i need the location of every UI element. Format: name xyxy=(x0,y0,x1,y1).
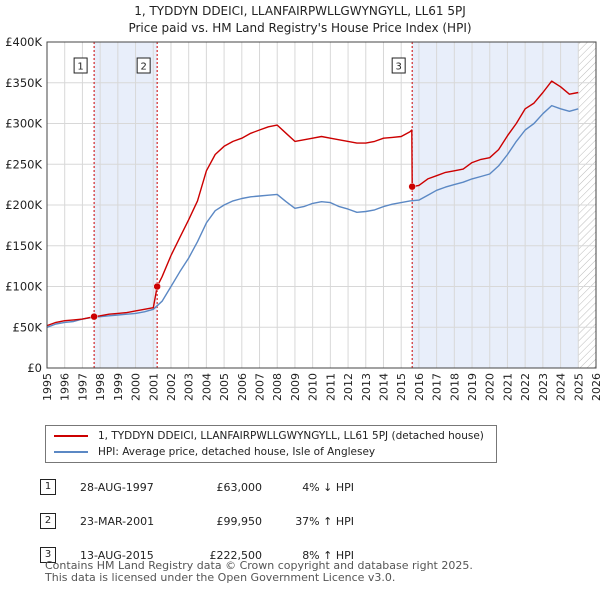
x-tick-label: 2019 xyxy=(466,373,479,401)
x-tick-label: 2009 xyxy=(289,373,302,401)
footer-copyright: Contains HM Land Registry data © Crown c… xyxy=(45,559,473,572)
x-tick-label: 2016 xyxy=(413,373,426,401)
x-tick-label: 2005 xyxy=(218,373,231,401)
legend-item-hpi: HPI: Average price, detached house, Isle… xyxy=(54,444,375,460)
x-tick-label: 2021 xyxy=(501,373,514,401)
plot-frame xyxy=(46,41,597,369)
x-tick-label: 1998 xyxy=(94,373,107,401)
y-tick-label: £100K xyxy=(5,280,42,294)
table-row: 3 13-AUG-2015 £222,500 8% ↑ HPI xyxy=(40,538,354,572)
sale-date: 13-AUG-2015 xyxy=(80,548,154,562)
sale-point xyxy=(90,312,98,321)
x-tick-label: 2015 xyxy=(395,373,408,401)
sale-price: £222,500 xyxy=(209,548,263,562)
sale-marker-box xyxy=(73,57,88,74)
y-tick-label: £150K xyxy=(5,239,42,253)
x-tick-label: 2004 xyxy=(200,373,213,401)
x-tick-label: 2024 xyxy=(555,373,568,401)
x-tick-label: 2011 xyxy=(324,373,337,401)
sale-date: 23-MAR-2001 xyxy=(80,514,155,528)
x-tick-label: 1996 xyxy=(59,373,72,401)
y-tick-label: £250K xyxy=(5,157,42,171)
x-tick-label: 2002 xyxy=(165,373,178,401)
legend-swatch-hpi xyxy=(54,451,88,453)
sale-marker-label: 2 xyxy=(140,62,146,73)
table-row: 1 28-AUG-1997 £63,000 4% ↓ HPI xyxy=(40,470,354,504)
y-tick-label: £400K xyxy=(5,35,42,49)
x-tick-label: 2014 xyxy=(377,373,390,401)
legend-swatch-property xyxy=(54,435,88,437)
x-tick-label: 2013 xyxy=(360,373,373,401)
x-tick-label: 2025 xyxy=(572,373,585,401)
price-chart: 1 2 3 £0 £50K £100K £150K £200K £250K £300K £350K… xyxy=(5,35,600,401)
y-tick-label: £300K xyxy=(5,117,42,131)
x-tick-label: 1999 xyxy=(112,373,125,401)
sale-marker-label: 3 xyxy=(395,62,401,73)
x-tick-label: 2017 xyxy=(431,373,444,401)
x-tick-label: 2023 xyxy=(537,373,550,401)
legend-label-property: 1, TYDDYN DDEICI, LLANFAIRPWLLGWYNGYLL, … xyxy=(98,430,484,442)
x-tick-label: 2007 xyxy=(254,373,267,401)
x-tick-label: 2001 xyxy=(147,373,160,401)
footer-credits: Contains HM Land Registry data © Crown c… xyxy=(45,560,473,584)
x-tick-label: 2010 xyxy=(307,373,320,401)
chart-legend: 1, TYDDYN DDEICI, LLANFAIRPWLLGWYNGYLL, … xyxy=(45,425,497,463)
x-tick-label: 1997 xyxy=(76,373,89,401)
sale-number-badge: 2 xyxy=(40,513,56,529)
sale-hpi-diff: 37% ↑ HPI xyxy=(295,514,354,528)
x-tick-label: 2008 xyxy=(271,373,284,401)
sale-date: 28-AUG-1997 xyxy=(80,480,154,494)
x-tick-label: 2020 xyxy=(484,373,497,401)
y-tick-label: £50K xyxy=(13,320,43,334)
legend-item-property: 1, TYDDYN DDEICI, LLANFAIRPWLLGWYNGYLL, … xyxy=(54,428,484,444)
sale-hpi-diff: 4% ↓ HPI xyxy=(302,480,354,494)
chart-title-line1: 1, TYDDYN DDEICI, LLANFAIRPWLLGWYNGYLL, … xyxy=(134,4,466,18)
x-tick-label: 2012 xyxy=(342,373,355,401)
x-tick-label: 2022 xyxy=(519,373,532,401)
footer-license: This data is licensed under the Open Gov… xyxy=(45,571,396,584)
property-price-line xyxy=(46,80,579,327)
sale-point xyxy=(408,182,416,191)
hpi-line xyxy=(46,104,579,328)
sale-number-badge: 1 xyxy=(40,479,56,495)
legend-label-hpi: HPI: Average price, detached house, Isle… xyxy=(98,446,376,458)
x-tick-label: 2003 xyxy=(183,373,196,401)
x-tick-label: 2006 xyxy=(236,373,249,401)
x-tick-label: 2018 xyxy=(448,373,461,401)
sale-hpi-diff: 8% ↑ HPI xyxy=(302,548,354,562)
sale-marker-box xyxy=(391,57,406,74)
sale-price: £99,950 xyxy=(216,514,263,528)
sale-price: £63,000 xyxy=(216,480,263,494)
sale-point xyxy=(153,282,161,291)
table-row: 2 23-MAR-2001 £99,950 37% ↑ HPI xyxy=(40,504,354,538)
y-tick-label: £350K xyxy=(5,76,42,90)
y-tick-label: £0 xyxy=(27,361,42,375)
sales-table: 1 28-AUG-1997 £63,000 4% ↓ HPI 2 23-MAR-… xyxy=(40,470,354,572)
y-tick-label: £200K xyxy=(5,198,42,212)
chart-title-line2: Price paid vs. HM Land Registry's House … xyxy=(128,21,472,35)
sale-number-badge: 3 xyxy=(40,547,56,563)
x-tick-label: 1995 xyxy=(41,373,54,401)
x-tick-label: 2000 xyxy=(130,373,143,401)
x-tick-label: 2026 xyxy=(590,373,600,401)
sale-marker-label: 1 xyxy=(77,62,83,73)
sale-marker-box xyxy=(136,57,151,74)
